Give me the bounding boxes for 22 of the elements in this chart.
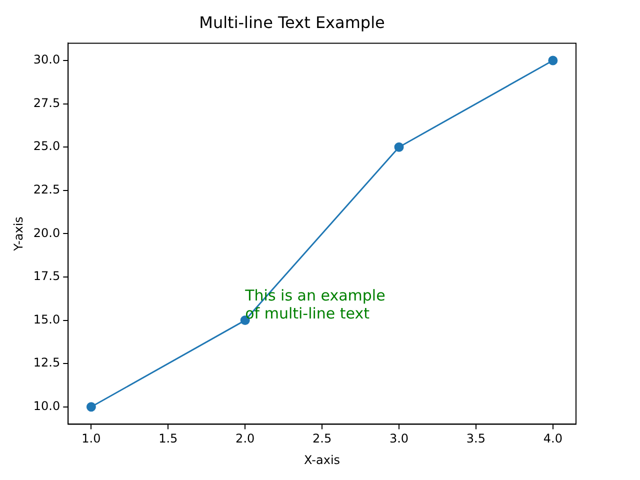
x-tick-label: 3.0 (389, 432, 409, 446)
chart-title: Multi-line Text Example (199, 12, 385, 32)
y-tick-label: 30.0 (33, 52, 60, 67)
x-tick-label: 4.0 (543, 432, 562, 446)
y-tick-label: 22.5 (33, 182, 60, 197)
point (548, 56, 558, 66)
x-tick-label: 1.0 (82, 432, 101, 446)
point (394, 142, 404, 152)
y-tick-label: 12.5 (33, 356, 60, 370)
x-tick-label: 3.5 (466, 432, 486, 446)
y-tick-label: 27.5 (33, 96, 60, 110)
x-tick-label: 2.0 (236, 432, 255, 446)
y-tick-label: 20.0 (33, 226, 60, 240)
x-axis-title: X-axis (304, 452, 340, 467)
x-tick-label: 2.5 (312, 432, 332, 446)
y-tick-label: 17.5 (33, 269, 60, 284)
y-tick-label: 15.0 (33, 312, 60, 326)
y-axis-title: Y-axis (11, 216, 26, 252)
y-tick-label: 10.0 (33, 399, 60, 414)
point (86, 402, 96, 412)
y-tick-label: 25.0 (33, 139, 60, 154)
x-tick-label: 1.5 (158, 432, 178, 446)
